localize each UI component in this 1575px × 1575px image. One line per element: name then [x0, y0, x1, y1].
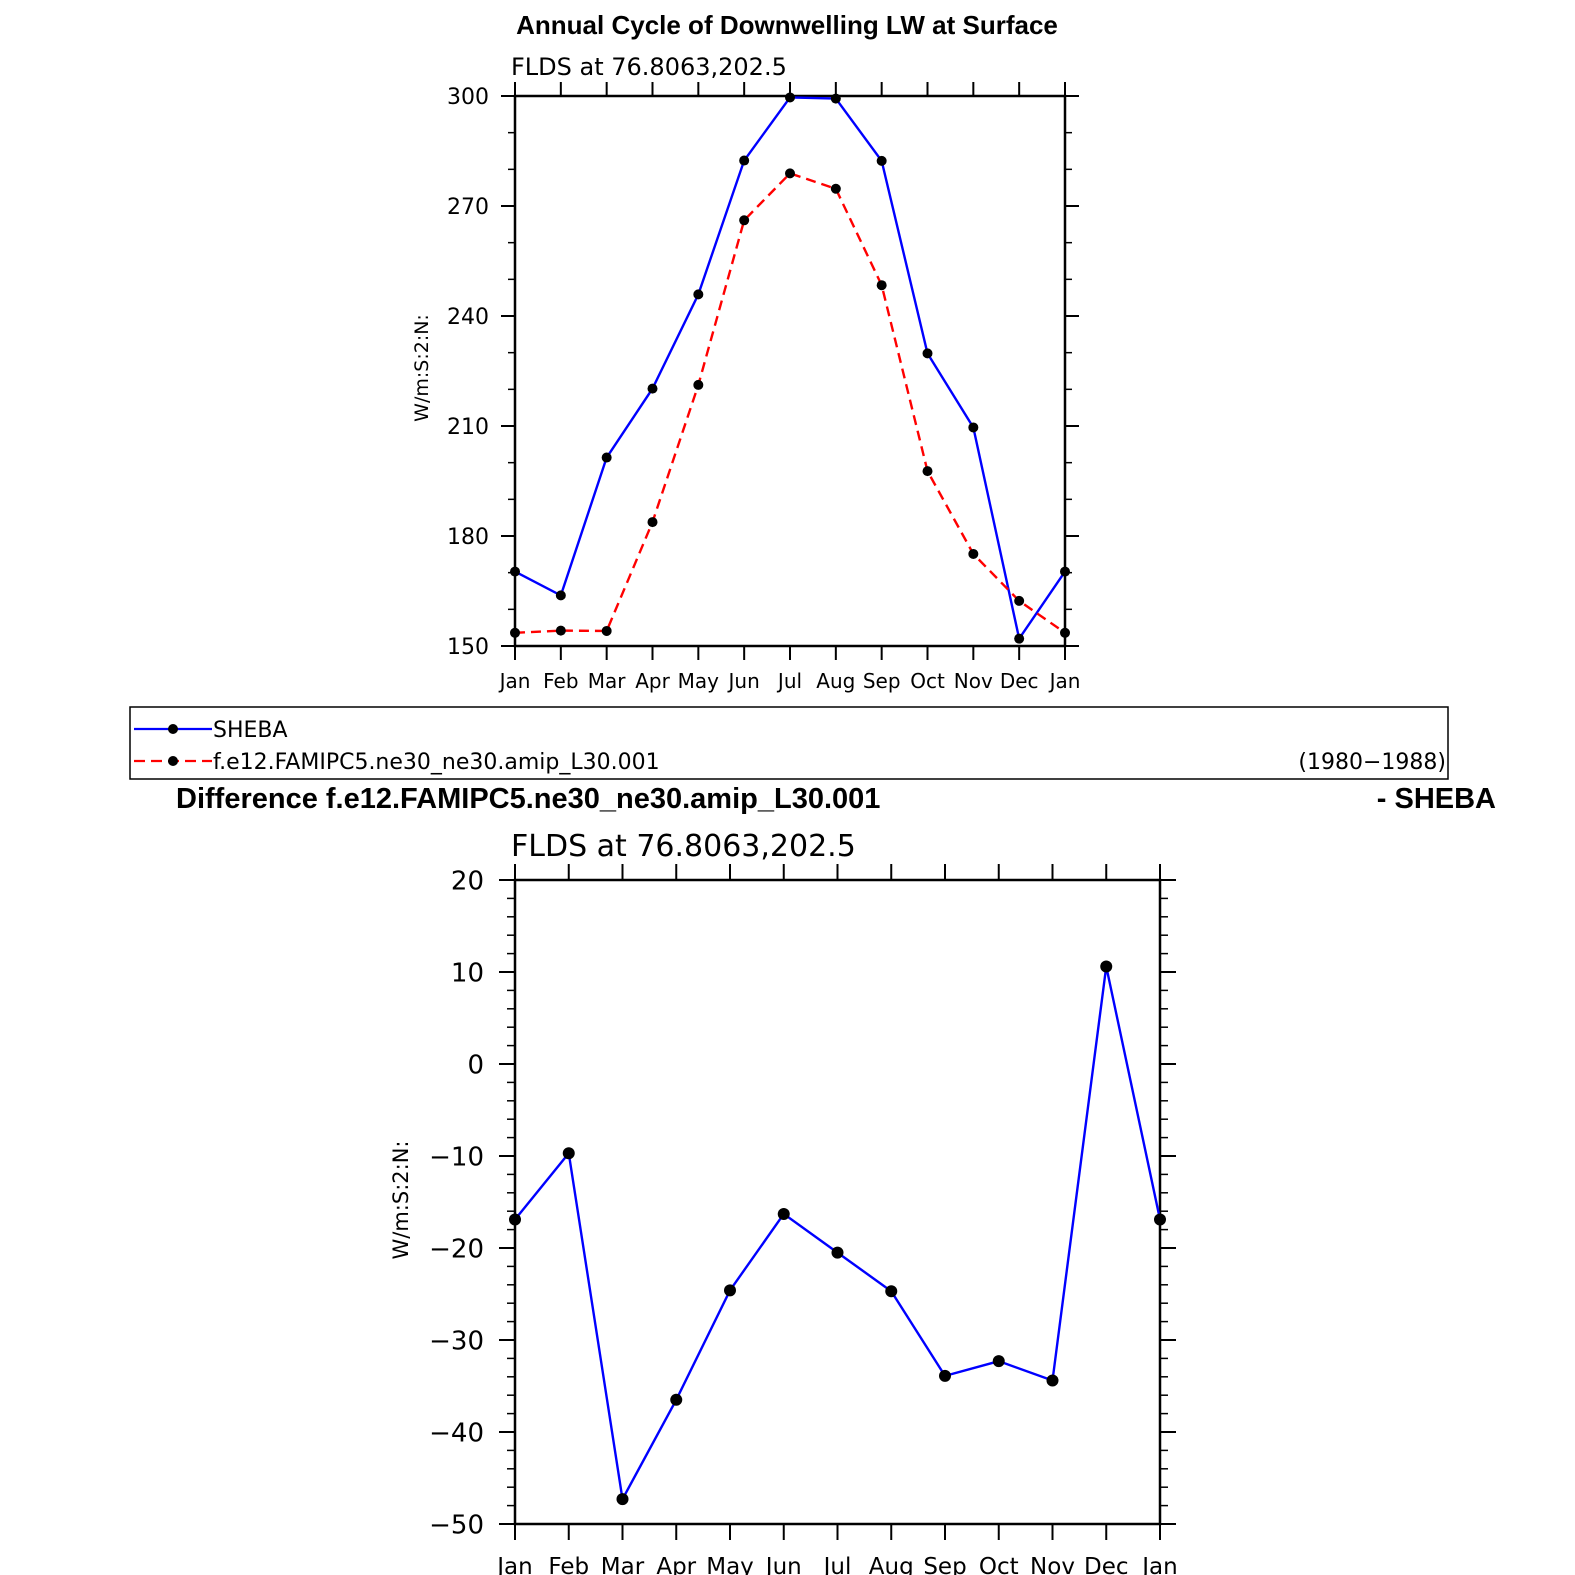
chart2-series-point-0	[992, 1355, 1005, 1368]
chart1-ytick-label: 150	[447, 635, 489, 660]
chart1-ytick-label: 300	[447, 85, 489, 110]
chart1-series-point-1	[1060, 627, 1070, 638]
legend-label-model: f.e12.FAMIPC5.ne30_ne30.amip_L30.001	[213, 750, 660, 775]
chart1-series-point-1	[647, 517, 658, 528]
chart1-xtick-label: Dec	[1000, 669, 1039, 693]
chart2-ytick-label: −40	[429, 1418, 484, 1448]
chart1-series-point-1	[922, 466, 933, 477]
chart1-xtick-label: May	[678, 669, 720, 693]
chart2-xtick-label: Jan	[495, 1554, 532, 1575]
chart1-subtitle: FLDS at 76.8063,202.5	[511, 53, 787, 81]
chart2-series-point-0	[885, 1285, 898, 1298]
chart2-ytick-label: 20	[451, 866, 484, 896]
chart2-series-point-0	[724, 1284, 736, 1297]
chart1-series-point-0	[601, 452, 612, 463]
chart1-series-point-0	[1060, 566, 1070, 577]
chart1-xtick-label: Aug	[816, 669, 855, 693]
chart2-xtick-label: Sep	[923, 1554, 966, 1575]
chart2-series-point-0	[670, 1393, 683, 1406]
chart1-ytick-label: 240	[447, 305, 489, 330]
chart2-series-point-0	[1154, 1213, 1166, 1226]
chart1-ytick-label: 210	[447, 415, 489, 440]
chart2-xtick-label: Jan	[1140, 1554, 1177, 1575]
chart2-series-point-0	[1100, 960, 1113, 973]
chart2-ytick-label: −20	[429, 1234, 484, 1264]
chart1-series-point-0	[876, 155, 887, 166]
chart1-series-point-0	[1014, 633, 1025, 644]
chart1-series-point-0	[968, 422, 979, 433]
chart2-xtick-label: May	[706, 1554, 754, 1575]
chart2-xtick-label: Apr	[656, 1554, 696, 1575]
chart2-series-point-0	[509, 1213, 521, 1226]
chart1-xtick-label: Jan	[1048, 669, 1081, 693]
chart2-xtick-label: Oct	[979, 1554, 1019, 1575]
chart1-ytick-label: 180	[447, 525, 489, 550]
chart2-series-point-0	[1046, 1374, 1059, 1387]
chart1-xtick-label: Nov	[954, 669, 993, 693]
chart1-series-point-0	[555, 590, 566, 601]
chart2-subtitle: FLDS at 76.8063,202.5	[511, 829, 856, 864]
chart2-ytick-label: −10	[429, 1142, 484, 1172]
chart2-xtick-label: Feb	[548, 1554, 589, 1575]
chart2-ytick-label: 10	[451, 958, 484, 988]
chart1-xtick-label: Sep	[863, 669, 901, 693]
chart2-title-right: - SHEBA	[1377, 783, 1496, 815]
chart1-xtick-label: Feb	[543, 669, 578, 693]
chart1-series-point-1	[739, 215, 750, 226]
chart1-series-point-0	[693, 289, 704, 300]
chart1-xtick-label: Jul	[776, 669, 802, 693]
legend: SHEBA f.e12.FAMIPC5.ne30_ne30.amip_L30.0…	[129, 706, 1449, 780]
chart1-ytick-label: 270	[447, 195, 489, 220]
chart2-ytick-label: −50	[429, 1510, 484, 1540]
chart2-series-point-0	[831, 1246, 844, 1259]
chart1-series-point-0	[739, 155, 750, 166]
chart1-series-point-1	[1014, 595, 1025, 606]
chart1-series-point-0	[647, 383, 658, 394]
chart1-series-line-0	[514, 96, 1066, 642]
chart1-series-point-0	[830, 93, 841, 104]
chart2-plot: Jan Feb Mar Apr May Jun Jul Aug Sep Oct Nov Dec Jan−…	[429, 864, 1178, 1575]
chart2-ylabel: W/m:S:2:N:	[389, 1141, 413, 1260]
chart1-series-point-0	[785, 92, 795, 103]
chart2-xtick-label: Dec	[1084, 1554, 1129, 1575]
chart2-series-line-0	[514, 966, 1162, 1503]
chart1-series-point-1	[785, 168, 795, 179]
chart2-series-point-0	[616, 1493, 629, 1506]
chart1-xtick-label: Mar	[588, 669, 627, 693]
chart2-ytick-label: 0	[467, 1050, 484, 1080]
chart2-title-left: Difference f.e12.FAMIPC5.ne30_ne30.amip_…	[176, 783, 880, 815]
chart2-xtick-label: Nov	[1030, 1554, 1075, 1575]
legend-box	[129, 706, 1449, 780]
chart2-xtick-label: Jul	[822, 1554, 852, 1575]
chart2-xtick-label: Jun	[764, 1554, 802, 1575]
legend-label-sheba: SHEBA	[213, 718, 288, 743]
legend-marker-model	[168, 756, 178, 766]
legend-period: (1980−1988)	[1298, 750, 1446, 775]
chart2-series-point-0	[939, 1369, 951, 1382]
chart1-series-point-1	[693, 379, 704, 390]
chart2-xtick-label: Aug	[869, 1554, 914, 1575]
chart1-series-line-1	[514, 171, 1066, 634]
chart1-xtick-label: Jun	[727, 669, 760, 693]
chart1-series-point-1	[876, 280, 887, 291]
chart1-xtick-label: Apr	[635, 669, 670, 693]
chart1-series-point-0	[922, 348, 933, 359]
chart1-series-point-1	[601, 625, 612, 636]
legend-marker-sheba	[168, 724, 178, 734]
chart1-series-point-1	[968, 548, 979, 559]
chart1-title: Annual Cycle of Downwelling LW at Surfac…	[516, 10, 1058, 40]
chart1-xtick-label: Oct	[910, 669, 945, 693]
chart1-plot: Jan Feb Mar Apr May Jun Jul Aug Sep Oct Nov Dec Jan 1…	[447, 82, 1080, 693]
chart2-ytick-label: −30	[429, 1326, 484, 1356]
chart1-series-point-1	[830, 183, 841, 194]
chart1-series-point-0	[510, 566, 520, 577]
chart2-series-point-0	[562, 1147, 575, 1160]
chart2-xtick-label: Mar	[601, 1554, 645, 1575]
chart2-series-point-0	[777, 1207, 790, 1220]
chart1-xtick-label: Jan	[498, 669, 531, 693]
chart1-series-point-1	[555, 625, 566, 636]
chart1-series-point-1	[510, 627, 520, 638]
chart1-ylabel: W/m:S:2:N:	[411, 314, 433, 422]
